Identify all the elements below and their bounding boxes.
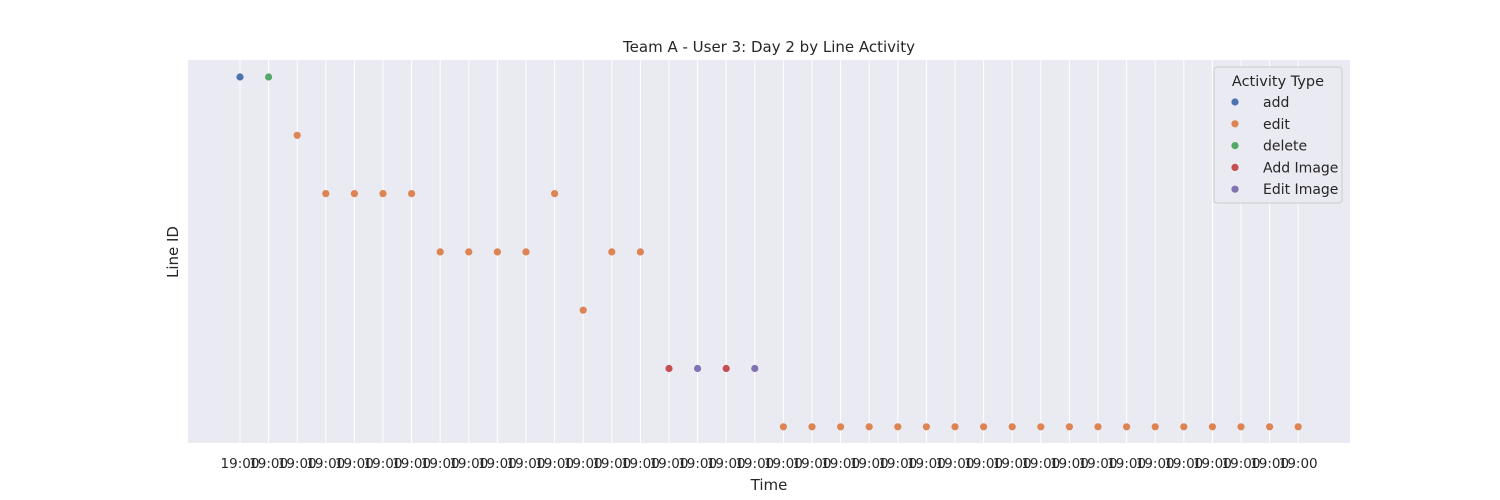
x-tick-label: 19:00 bbox=[764, 456, 803, 472]
data-point-edit-image bbox=[751, 364, 759, 373]
legend-entries: add edit delete Add Image Edit Image bbox=[1231, 95, 1338, 198]
data-point-edit bbox=[636, 248, 645, 256]
x-axis-label: Time bbox=[750, 476, 788, 494]
chart-title: Team A - User 3: Day 2 by Line Activity bbox=[622, 38, 915, 56]
x-tick-label: 19:00 bbox=[249, 456, 288, 472]
data-point-edit bbox=[522, 248, 530, 256]
data-point-edit bbox=[1094, 423, 1102, 431]
x-tick-label: 19:00 bbox=[421, 456, 460, 472]
data-point-add-image bbox=[722, 364, 730, 373]
x-tick-label: 19:00 bbox=[793, 456, 832, 472]
x-tick-label: 19:00 bbox=[1222, 456, 1261, 472]
x-tick-label: 19:00 bbox=[1021, 456, 1060, 472]
x-tick-label: 19:00 bbox=[478, 456, 517, 472]
legend-marker bbox=[1231, 98, 1239, 106]
data-point-edit bbox=[436, 248, 444, 256]
x-tick-label: 19:00 bbox=[707, 456, 746, 472]
data-point-edit-image bbox=[694, 364, 702, 373]
data-point-edit bbox=[1123, 423, 1131, 431]
x-tick-label: 19:00 bbox=[364, 456, 403, 472]
x-tick-label: 19:00 bbox=[678, 456, 717, 472]
x-tick-label: 19:00 bbox=[964, 456, 1003, 472]
x-tick-label: 19:00 bbox=[507, 456, 546, 472]
data-point-edit bbox=[1065, 423, 1073, 431]
data-point-edit bbox=[980, 423, 988, 431]
legend-label: edit bbox=[1263, 117, 1290, 133]
x-tick-label: 19:00 bbox=[1164, 456, 1203, 472]
data-point-delete bbox=[265, 73, 273, 81]
x-tick-label: 19:00 bbox=[221, 456, 260, 472]
data-points bbox=[236, 73, 1302, 431]
legend-marker bbox=[1231, 120, 1239, 128]
data-point-edit bbox=[865, 423, 873, 431]
data-point-edit bbox=[293, 131, 301, 139]
data-point-edit bbox=[1151, 423, 1159, 431]
data-point-edit bbox=[922, 423, 931, 431]
x-tick-label: 19:00 bbox=[621, 456, 660, 472]
x-tick-label: 19:00 bbox=[564, 456, 603, 472]
data-point-edit bbox=[493, 248, 501, 256]
x-tick-label: 19:00 bbox=[1050, 456, 1089, 472]
x-tick-label: 19:00 bbox=[821, 456, 860, 472]
x-tick-label: 19:00 bbox=[592, 456, 631, 472]
data-point-edit bbox=[1208, 423, 1216, 431]
data-point-edit bbox=[837, 423, 845, 431]
data-point-edit bbox=[1180, 423, 1188, 431]
data-point-edit bbox=[1037, 423, 1045, 431]
legend-marker bbox=[1231, 163, 1239, 171]
x-tick-label: 19:00 bbox=[306, 456, 345, 472]
data-point-edit bbox=[379, 190, 387, 198]
legend-label: Add Image bbox=[1263, 160, 1338, 176]
data-point-edit bbox=[894, 423, 902, 431]
data-point-edit bbox=[1237, 423, 1245, 431]
legend-box bbox=[1213, 66, 1343, 204]
x-tick-label: 19:00 bbox=[449, 456, 488, 472]
data-point-edit bbox=[551, 190, 559, 198]
data-point-edit bbox=[1008, 423, 1016, 431]
data-point-edit bbox=[779, 423, 788, 431]
x-tick-label: 19:00 bbox=[993, 456, 1032, 472]
x-tick-label: 19:00 bbox=[1107, 456, 1146, 472]
x-tick-label: 19:00 bbox=[335, 456, 374, 472]
data-point-add-image bbox=[665, 364, 673, 373]
data-point-edit bbox=[579, 306, 587, 314]
data-point-add bbox=[236, 73, 244, 81]
x-tick-label: 19:00 bbox=[936, 456, 975, 472]
data-point-edit bbox=[322, 190, 330, 198]
x-tick-label: 19:00 bbox=[1136, 456, 1175, 472]
legend-marker bbox=[1231, 185, 1239, 193]
x-tick-label: 19:00 bbox=[735, 456, 774, 472]
legend: Activity Type add edit delete Add Image Edit… bbox=[1213, 66, 1343, 204]
x-tick-label: 19:00 bbox=[392, 456, 431, 472]
x-tick-label: 19:00 bbox=[850, 456, 889, 472]
x-tick-label: 19:00 bbox=[1250, 456, 1289, 472]
legend-title: Activity Type bbox=[1232, 74, 1324, 90]
x-tick-label: 19:00 bbox=[907, 456, 946, 472]
legend-label: Edit Image bbox=[1263, 182, 1338, 198]
x-tick-label: 19:00 bbox=[878, 456, 917, 472]
x-tick-label: 19:00 bbox=[1193, 456, 1232, 472]
x-tick-labels: 19:0019:0019:0019:0019:0019:0019:0019:00… bbox=[221, 456, 1318, 472]
x-tick-label: 19:00 bbox=[650, 456, 689, 472]
plot-background bbox=[188, 60, 1350, 443]
x-tick-label: 19:00 bbox=[278, 456, 317, 472]
legend-marker bbox=[1231, 142, 1239, 150]
data-point-edit bbox=[350, 190, 358, 198]
x-tick-label: 19:00 bbox=[1079, 456, 1118, 472]
data-point-edit bbox=[951, 423, 959, 431]
data-point-edit bbox=[1294, 423, 1302, 431]
data-point-edit bbox=[408, 190, 416, 198]
y-axis-label: Line ID bbox=[164, 226, 182, 278]
x-tick-label: 19:00 bbox=[1279, 456, 1318, 472]
legend-label: delete bbox=[1263, 139, 1307, 155]
data-point-edit bbox=[608, 248, 616, 256]
data-point-edit bbox=[1266, 423, 1274, 431]
data-point-edit bbox=[808, 423, 816, 431]
legend-label: add bbox=[1263, 95, 1289, 111]
data-point-edit bbox=[465, 248, 473, 256]
x-tick-label: 19:00 bbox=[535, 456, 574, 472]
